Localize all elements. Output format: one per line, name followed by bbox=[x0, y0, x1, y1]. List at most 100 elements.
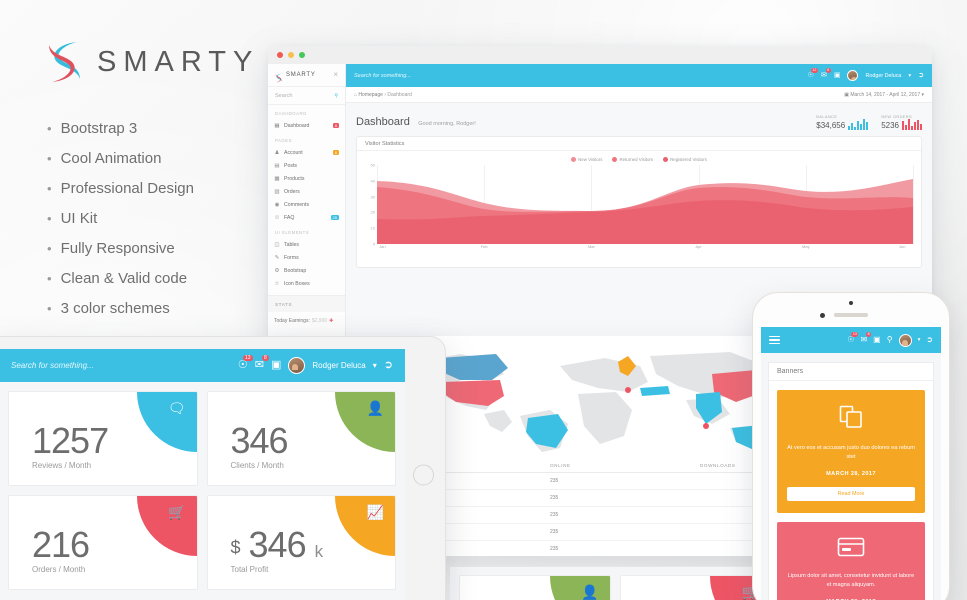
bullet-icon: • bbox=[47, 181, 52, 196]
sidebar-item-bootstrap[interactable]: ⚙ Bootstrap bbox=[268, 264, 345, 277]
cell-online: 235 bbox=[550, 546, 559, 552]
bullet-icon: • bbox=[47, 211, 52, 226]
feature-label: UI Kit bbox=[60, 210, 98, 227]
bell-icon[interactable]: ☉ 12 bbox=[807, 67, 818, 79]
chevron-down-icon[interactable]: ▾ bbox=[908, 72, 912, 79]
tablet-home-button[interactable] bbox=[413, 464, 434, 486]
y-tick: 50 bbox=[370, 162, 375, 168]
search-icon[interactable]: ⚲ bbox=[886, 335, 893, 344]
cart-icon: ▧ bbox=[274, 188, 280, 195]
star-icon: ☆ bbox=[274, 280, 280, 287]
legend-item[interactable]: Registered Visitors bbox=[663, 157, 707, 162]
sidebar-group-label: PAGES bbox=[275, 138, 292, 143]
sidebar-item-label: Orders bbox=[284, 188, 300, 195]
window-minimize-icon[interactable] bbox=[288, 52, 294, 58]
stat-label: Total Profit bbox=[230, 565, 269, 574]
chevron-down-icon[interactable]: ▾ bbox=[372, 361, 377, 370]
chevron-down-icon[interactable]: ▾ bbox=[917, 337, 921, 343]
bullet-icon: • bbox=[47, 241, 52, 256]
banner-card-red[interactable]: Lipsum dolor sit amet, consetetur invidu… bbox=[777, 521, 925, 600]
cell-online: 235 bbox=[550, 495, 559, 501]
trend-up-icon: ✚ bbox=[329, 318, 334, 324]
sidebar-item-tables[interactable]: ◫ Tables bbox=[268, 238, 345, 251]
window-close-icon[interactable] bbox=[277, 52, 283, 58]
breadcrumb-current: Dashboard bbox=[387, 91, 412, 98]
bell-icon[interactable]: ☉ 13 bbox=[847, 331, 859, 344]
stat-card-clients-2[interactable]: 👤 346 bbox=[459, 575, 611, 600]
close-icon[interactable]: × bbox=[333, 70, 338, 79]
banners-panel: Banners At vero eos et accusam justo duo… bbox=[768, 362, 934, 600]
legend-item[interactable]: Returned Visitors bbox=[612, 157, 653, 162]
phone-sensor-dot bbox=[849, 301, 853, 305]
sidebar-item-dashboard[interactable]: ▦ Dashboard 8 bbox=[268, 119, 345, 132]
stat-card-clients[interactable]: 👤 346 Clients / Month bbox=[206, 391, 396, 486]
stat-unit: k bbox=[314, 542, 323, 561]
sidebar-item-account[interactable]: ♟ Account 6 bbox=[268, 146, 345, 159]
brand-logo: SMARTY bbox=[47, 36, 277, 88]
date-range-picker[interactable]: ▣ March 14, 2017 - April 12, 2017 ▾ bbox=[844, 92, 924, 98]
bell-icon[interactable]: ☉ 13 bbox=[238, 355, 253, 371]
calendar-icon[interactable]: ▣ bbox=[270, 359, 282, 371]
sidebar-item-label: Comments bbox=[284, 201, 310, 208]
brand-name: SMARTY bbox=[97, 45, 260, 78]
kpi-value: $34,656 bbox=[816, 121, 846, 130]
breadcrumb-trail: ⌂ Homepage › Dashboard bbox=[354, 92, 412, 98]
promo-panel: SMARTY • Bootstrap 3 • Cool Animation • Pro… bbox=[47, 36, 277, 330]
user-name[interactable]: Rodger Deluca bbox=[865, 72, 902, 79]
read-more-button[interactable]: Read More bbox=[787, 486, 915, 501]
sidebar-item-products[interactable]: ▩ Products bbox=[268, 172, 345, 185]
sidebar-group-label: UI ELEMENTS bbox=[275, 230, 310, 235]
grid-icon: ▦ bbox=[274, 122, 280, 129]
stat-value: 346 bbox=[230, 420, 289, 461]
sidebar-item-comments[interactable]: ◉ Comments bbox=[268, 198, 345, 211]
sidebar-item-faq[interactable]: ☉ FAQ 25 bbox=[268, 211, 345, 224]
feature-label: Bootstrap 3 bbox=[60, 120, 138, 137]
world-map-svg bbox=[416, 352, 778, 452]
hamburger-menu-icon[interactable] bbox=[769, 334, 780, 347]
sidebar-search-input[interactable]: Search ⚲ bbox=[268, 87, 345, 105]
stat-label: Reviews / Month bbox=[32, 461, 92, 470]
y-axis: 0 10 20 30 40 50 bbox=[365, 162, 377, 247]
smarty-logo-icon bbox=[275, 70, 283, 83]
user-icon: 👤 bbox=[549, 576, 610, 600]
logout-icon[interactable]: ➲ bbox=[918, 72, 924, 79]
page-subtitle: Good morning, Rodger! bbox=[418, 121, 476, 127]
avatar[interactable] bbox=[898, 333, 912, 347]
window-maximize-icon[interactable] bbox=[299, 52, 305, 58]
calendar-icon[interactable]: ▣ bbox=[833, 72, 841, 79]
avatar[interactable] bbox=[847, 70, 859, 81]
avatar[interactable] bbox=[288, 357, 306, 374]
sidebar-item-forms[interactable]: ✎ Forms bbox=[268, 251, 345, 264]
user-name[interactable]: Rodger Deluca bbox=[312, 361, 366, 370]
calendar-icon[interactable]: ▣ bbox=[873, 335, 881, 344]
map-region-china bbox=[712, 370, 764, 402]
legend-item[interactable]: New Visitors bbox=[571, 157, 602, 162]
sidebar-item-posts[interactable]: ▤ Posts bbox=[268, 159, 345, 172]
sidebar-item-label: Icon Boxes bbox=[284, 280, 310, 287]
mail-icon[interactable]: ✉ 8 bbox=[820, 67, 831, 79]
chart-title: Visitor Statistics bbox=[357, 137, 921, 151]
mail-icon[interactable]: ✉ 8 bbox=[255, 355, 269, 371]
stat-card-reviews[interactable]: 🗨 1257 Reviews / Month bbox=[8, 391, 198, 486]
sidebar-item-icon-boxes[interactable]: ☆ Icon Boxes bbox=[268, 277, 345, 290]
mail-icon[interactable]: ✉ 8 bbox=[860, 331, 872, 344]
sidebar-item-orders[interactable]: ▧ Orders bbox=[268, 185, 345, 198]
logout-icon[interactable]: ➲ bbox=[926, 335, 933, 344]
global-search-input[interactable]: Search for something... bbox=[11, 361, 94, 370]
banner-card-orange[interactable]: At vero eos et accusam justo duo dolores… bbox=[777, 390, 925, 513]
stat-card-orders[interactable]: 🛒 216 Orders / Month bbox=[8, 495, 198, 590]
logout-icon[interactable]: ➲ bbox=[383, 359, 393, 371]
stat-card-orders-2[interactable]: 🛒 216 bbox=[619, 575, 771, 600]
feature-label: Cool Animation bbox=[60, 150, 162, 167]
search-icon[interactable]: ⚲ bbox=[334, 92, 338, 99]
chart-plot-area: 0 10 20 30 40 50 bbox=[365, 162, 914, 253]
bullet-icon: • bbox=[47, 121, 52, 136]
new-orders-sparkline bbox=[902, 119, 922, 130]
feature-item: • Fully Responsive bbox=[47, 240, 277, 270]
user-icon: ♟ bbox=[274, 149, 280, 156]
global-search-input[interactable]: Search for something... bbox=[354, 72, 411, 79]
breadcrumb-home[interactable]: Homepage bbox=[358, 91, 383, 98]
today-earnings-value: $2,900 bbox=[311, 318, 328, 324]
stat-card-total-profit[interactable]: 📈 $ 346 k Total Profit bbox=[206, 495, 396, 590]
stat-value: 216 bbox=[32, 524, 90, 565]
